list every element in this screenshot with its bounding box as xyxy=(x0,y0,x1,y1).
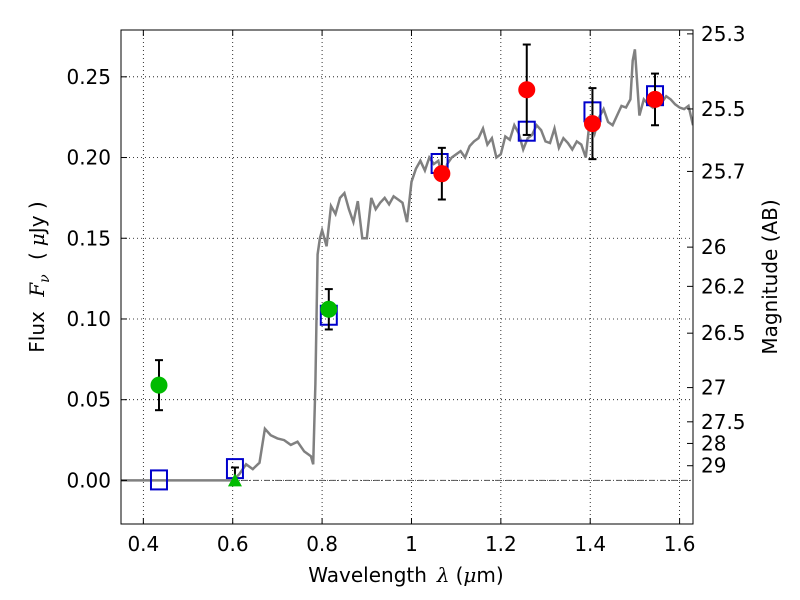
photometry-point xyxy=(433,165,451,183)
upper-limit-triangle xyxy=(227,473,242,487)
mag-tick-label: 27 xyxy=(701,376,726,400)
plot-frame xyxy=(120,29,694,525)
photometry-point xyxy=(646,90,664,108)
y-tick-label: 0.10 xyxy=(66,307,111,331)
photometry-point xyxy=(320,300,338,318)
y-axis-label: Flux Fν (μJy ) xyxy=(25,201,54,352)
y-tick-label: 0.05 xyxy=(66,388,111,412)
plot-data xyxy=(121,43,693,491)
axis-ticks: 0.4 0.6 0.8 1 1.2 1.4 1.6 0.00 0.05 0.10 0.15 0.20 0… xyxy=(66,22,745,556)
y-tick-label: 0.00 xyxy=(66,468,111,492)
x-axis-label: Wavelength λ (μm) xyxy=(308,563,503,587)
x-tick-label: 0.8 xyxy=(306,532,338,556)
y-tick-label: 0.20 xyxy=(66,146,111,170)
mag-tick-label: 26 xyxy=(701,235,726,259)
mag-tick-label: 27.5 xyxy=(701,410,746,434)
y2-axis-label: Magnitude (AB) xyxy=(758,199,782,354)
model-square xyxy=(149,469,168,491)
mag-tick-label: 25.5 xyxy=(701,97,746,121)
x-tick-label: 0.4 xyxy=(127,532,159,556)
photometry-point xyxy=(150,376,168,394)
mag-tick-label: 25.3 xyxy=(701,22,746,46)
spectrum-line xyxy=(121,49,693,482)
x-tick-label: 0.6 xyxy=(217,532,249,556)
y-tick-label: 0.25 xyxy=(66,65,111,89)
mag-tick-label: 28 xyxy=(701,431,726,455)
photometry-point xyxy=(518,81,536,99)
x-tick-label: 1.4 xyxy=(574,532,606,556)
photometry-point xyxy=(583,115,601,133)
x-tick-label: 1.2 xyxy=(485,532,517,556)
mag-tick-label: 25.7 xyxy=(701,159,746,183)
x-tick-label: 1 xyxy=(405,532,418,556)
mag-tick-label: 26.2 xyxy=(701,274,746,298)
y-tick-label: 0.15 xyxy=(66,226,111,250)
mag-tick-label: 26.5 xyxy=(701,321,746,345)
mag-tick-label: 29 xyxy=(701,454,726,478)
x-tick-label: 1.6 xyxy=(664,532,696,556)
